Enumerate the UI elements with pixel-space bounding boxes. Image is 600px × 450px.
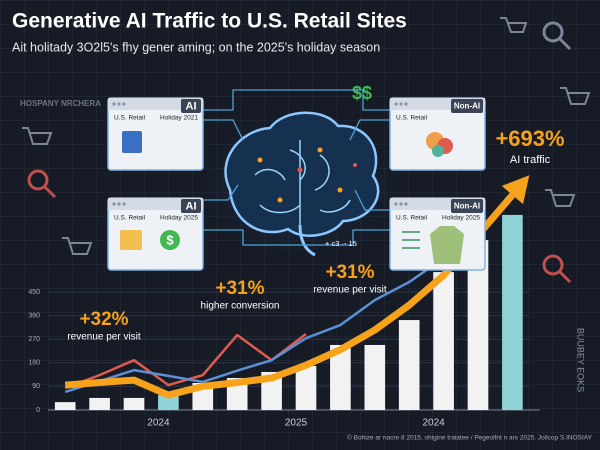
badge bbox=[451, 199, 483, 213]
card-label: U.S. Retail bbox=[114, 115, 146, 122]
icon bbox=[160, 230, 180, 250]
series-line bbox=[64, 192, 516, 399]
icon bbox=[120, 230, 142, 250]
series-line bbox=[64, 257, 445, 394]
annotation-label: AI traffic bbox=[510, 154, 551, 166]
brain-caption: + c3 ·- 15 bbox=[325, 239, 357, 248]
icon bbox=[122, 131, 142, 153]
card-header bbox=[108, 98, 203, 110]
y-tick-label: 450 bbox=[28, 289, 40, 296]
badge bbox=[181, 199, 201, 213]
bar bbox=[330, 344, 351, 410]
badge bbox=[451, 99, 483, 113]
title: Generative AI Traffic to U.S. Retail Sit… bbox=[12, 10, 407, 33]
y-tick-label: 0 bbox=[36, 407, 40, 414]
card-period: Holiday 2021 bbox=[160, 115, 198, 122]
window-dot bbox=[117, 102, 121, 106]
icon bbox=[430, 226, 464, 264]
annotation-label: revenue per visit bbox=[313, 285, 387, 296]
dollar-icon: $$ bbox=[352, 83, 372, 103]
card-period: Holiday 2025 bbox=[160, 215, 198, 222]
annotation-value: +31% bbox=[325, 262, 374, 283]
bar bbox=[295, 365, 317, 410]
bar bbox=[89, 397, 110, 410]
bar bbox=[158, 395, 179, 410]
badge bbox=[181, 99, 201, 113]
x-tick-label: 2024 bbox=[422, 418, 445, 429]
window-dot bbox=[404, 102, 408, 106]
y-tick-label: 90 bbox=[32, 383, 40, 390]
window-dot bbox=[399, 102, 403, 106]
card-badge: Non-AI bbox=[454, 102, 480, 111]
card-badge: Non-AI bbox=[454, 202, 480, 211]
window-dot bbox=[112, 202, 116, 206]
icon bbox=[432, 145, 444, 157]
bar bbox=[123, 397, 145, 410]
bar bbox=[467, 240, 489, 410]
window-dot bbox=[394, 102, 398, 106]
card-badge: AI bbox=[186, 100, 197, 112]
window-dot bbox=[117, 202, 121, 206]
dollar: $ bbox=[166, 232, 174, 247]
bar bbox=[433, 272, 454, 410]
annotation-value: +693% bbox=[495, 126, 564, 151]
bar bbox=[398, 320, 420, 410]
card-label: U.S. Retail bbox=[114, 215, 146, 222]
card-period: Holiday 2025 bbox=[442, 215, 480, 222]
side-icons bbox=[22, 17, 591, 284]
bar bbox=[54, 402, 76, 410]
annotation-label: higher conversion bbox=[201, 301, 280, 312]
y-tick-label: 270 bbox=[28, 336, 40, 343]
arrow-head bbox=[501, 175, 530, 205]
window-dot bbox=[394, 202, 398, 206]
annotation-value: +31% bbox=[215, 278, 264, 299]
x-tick-label: 2024 bbox=[147, 418, 170, 429]
right-text: BUUBEY EOKS bbox=[576, 328, 586, 392]
card-label: U.S. Retail bbox=[396, 115, 428, 122]
window-dot bbox=[122, 102, 126, 106]
bar bbox=[364, 344, 386, 410]
side-text: HOSPANY NRCHERA bbox=[20, 99, 101, 108]
annotation-label: revenue per visit bbox=[67, 332, 141, 343]
card-label: U.S. Retail bbox=[396, 215, 428, 222]
brain bbox=[190, 89, 410, 265]
card-badge: AI bbox=[186, 200, 197, 212]
y-tick-label: 180 bbox=[28, 360, 40, 367]
window-dot bbox=[399, 202, 403, 206]
footer: © Bohize ar nacre 8 2015, ohigine traiat… bbox=[347, 434, 593, 442]
window-dot bbox=[404, 202, 408, 206]
subtitle: Ait holitady 3O2l5's fhy gener aming; on… bbox=[12, 40, 380, 54]
annotation-value: +32% bbox=[79, 309, 128, 330]
y-tick-label: 360 bbox=[28, 312, 40, 319]
window-dot bbox=[122, 202, 126, 206]
card-header bbox=[108, 198, 203, 210]
x-tick-label: 2025 bbox=[285, 418, 308, 429]
bar bbox=[502, 214, 523, 410]
window-dot bbox=[112, 102, 116, 106]
